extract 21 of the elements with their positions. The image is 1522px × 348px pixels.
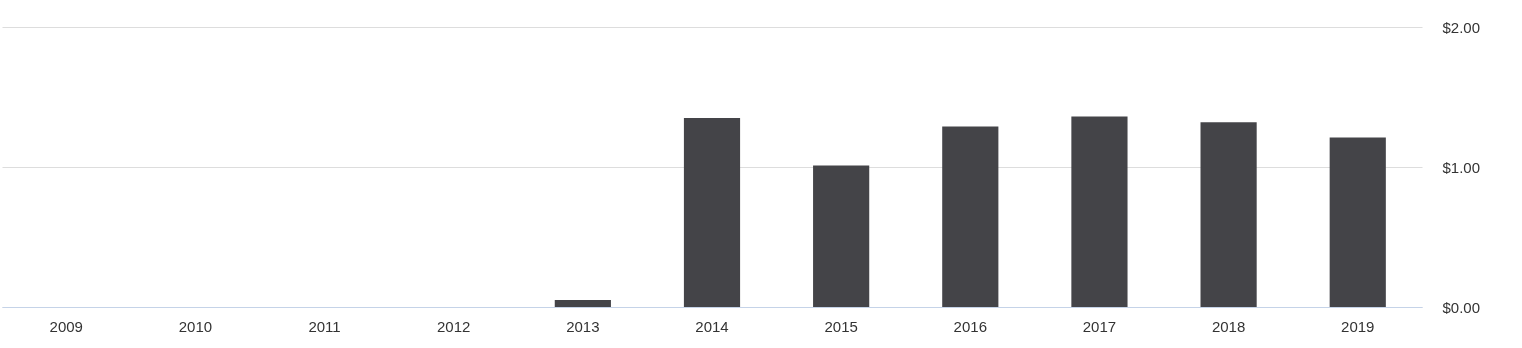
x-tick-label: 2013 <box>566 317 600 335</box>
bar <box>1329 137 1386 307</box>
x-tick-label: 2010 <box>178 317 213 335</box>
y-tick-label: $0.00 <box>1442 298 1481 316</box>
bar <box>813 165 870 307</box>
x-tick-label: 2018 <box>1211 317 1246 335</box>
x-tick-label: 2012 <box>437 317 471 335</box>
bar <box>1071 116 1128 307</box>
x-tick-label: 2017 <box>1082 317 1117 335</box>
x-tick-label: 2009 <box>49 317 83 335</box>
bar <box>1200 122 1257 307</box>
bar <box>683 118 741 307</box>
y-tick-label: $1.00 <box>1442 158 1481 176</box>
bar <box>554 300 611 307</box>
x-tick-label: 2011 <box>308 317 341 335</box>
x-tick-label: 2014 <box>695 317 729 335</box>
x-tick-label: 2016 <box>953 317 987 335</box>
y-tick-label: $2.00 <box>1442 18 1481 36</box>
bar <box>942 126 999 307</box>
x-tick-label: 2015 <box>824 317 858 335</box>
x-tick-label: 2019 <box>1341 317 1375 335</box>
